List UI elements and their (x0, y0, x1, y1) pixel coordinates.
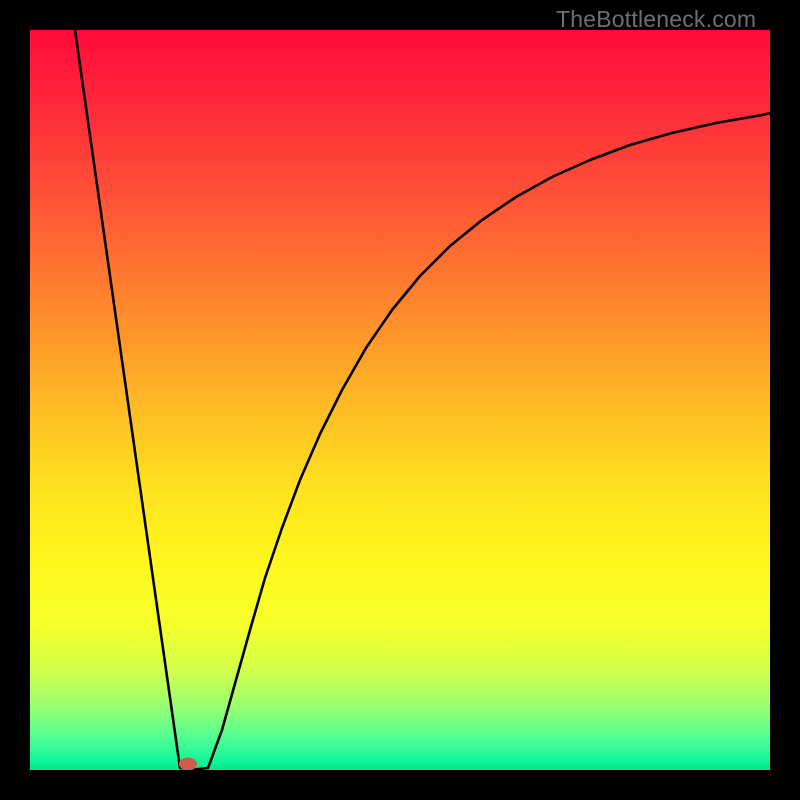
watermark-text: TheBottleneck.com (556, 6, 756, 33)
curve-polyline (75, 30, 770, 770)
bottleneck-curve (30, 30, 770, 770)
plot-area (30, 30, 770, 770)
chart-frame: TheBottleneck.com (0, 0, 800, 800)
optimum-marker (179, 758, 197, 771)
